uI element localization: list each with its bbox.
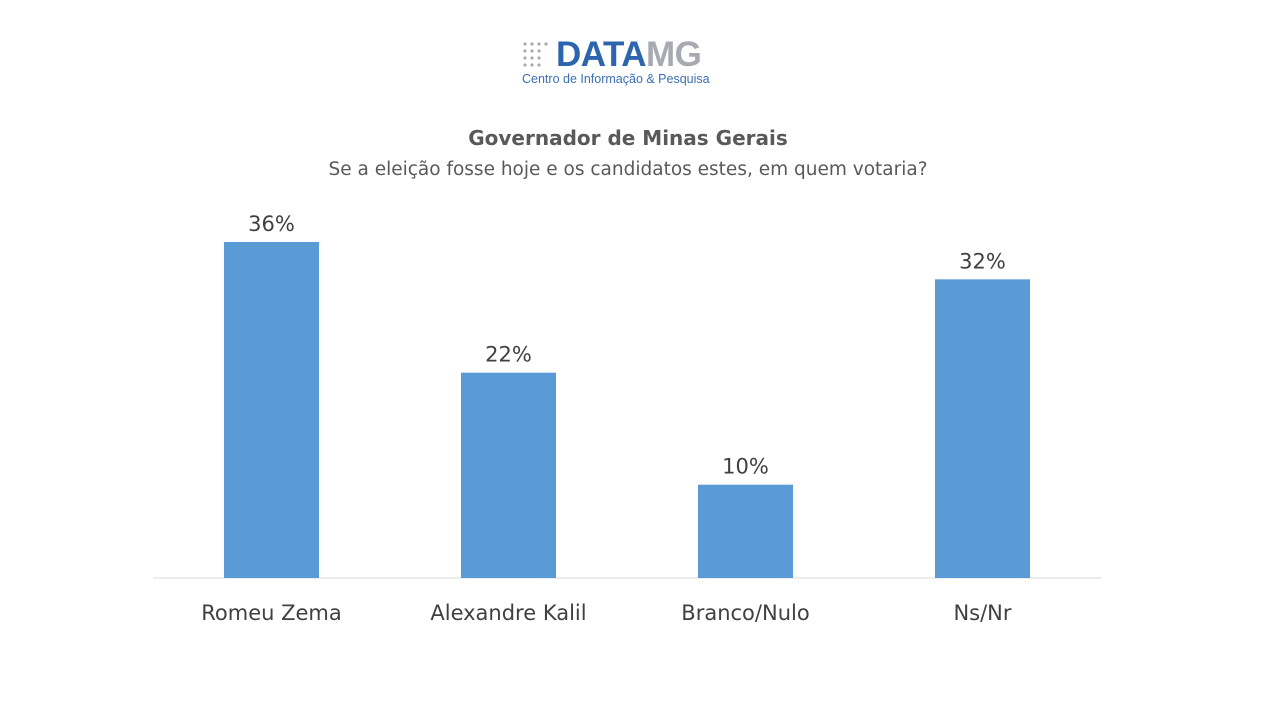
- category-label-3: Ns/Nr: [953, 601, 1011, 625]
- category-label-1: Alexandre Kalil: [430, 601, 586, 625]
- chart-subtitle: Se a eleição fosse hoje e os candidatos …: [328, 159, 928, 180]
- data-label-2: 10%: [722, 455, 769, 479]
- data-label-1: 22%: [485, 343, 532, 367]
- data-label-0: 36%: [248, 212, 295, 236]
- bar-1: [461, 372, 556, 578]
- bar-2: [698, 484, 793, 578]
- chart-title: Governador de Minas Gerais: [468, 126, 788, 150]
- bar-3: [935, 279, 1030, 578]
- logo-data-text: DATA: [556, 35, 647, 74]
- datamg-logo: DATAMG Centro de Informação & Pesquisa: [520, 35, 750, 90]
- bars-group: 36% Romeu Zema 22% Alexandre Kalil 10% Branco…: [201, 212, 1030, 625]
- bar-0: [224, 242, 319, 578]
- category-label-0: Romeu Zema: [201, 601, 342, 625]
- logo-tagline: Centro de Informação & Pesquisa: [522, 72, 710, 86]
- logo-dots-icon: [523, 42, 548, 67]
- logo-mg-text: MG: [646, 35, 702, 74]
- data-label-3: 32%: [959, 249, 1006, 273]
- category-label-2: Branco/Nulo: [681, 601, 809, 625]
- logo-wordmark: DATAMG: [556, 35, 702, 75]
